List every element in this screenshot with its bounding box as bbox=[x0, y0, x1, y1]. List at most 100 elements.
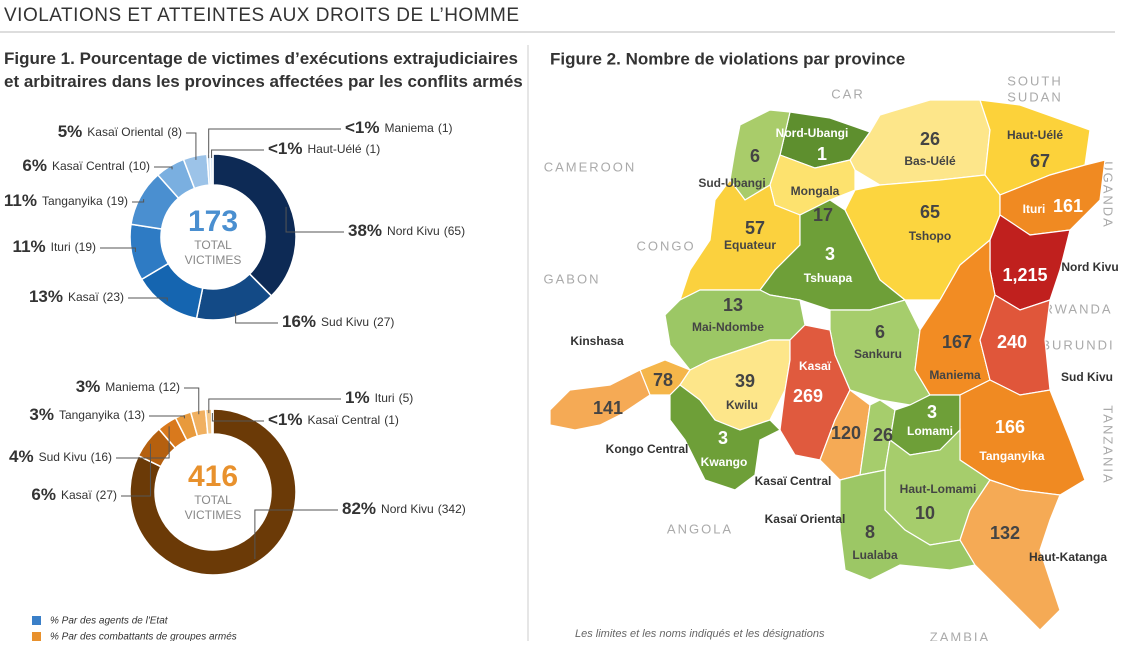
neighbor-label: CAR bbox=[831, 86, 864, 101]
figure-title: Figure 1. Pourcentage de victimes d’exéc… bbox=[4, 49, 523, 91]
province-value: 1 bbox=[817, 144, 827, 164]
segment-label: 5% Kasaï Oriental (8) bbox=[58, 122, 182, 141]
leader-line bbox=[208, 398, 341, 414]
label-part: Sud Kivu bbox=[39, 450, 87, 464]
province-value: 141 bbox=[593, 398, 623, 418]
segment-label: 3% Maniema (12) bbox=[76, 377, 180, 396]
leader-line bbox=[100, 247, 136, 252]
label-part: 11% bbox=[13, 237, 46, 256]
leader-line bbox=[121, 443, 151, 497]
province-name: Sud Kivu bbox=[1061, 370, 1113, 384]
donut-segment bbox=[212, 153, 297, 298]
segment-label: 16% Sud Kivu (27) bbox=[282, 312, 394, 331]
province-value: 65 bbox=[920, 202, 940, 222]
label-part: (27) bbox=[96, 488, 117, 502]
center-total: 173 bbox=[188, 205, 238, 238]
segment-label: <1% Kasaï Central (1) bbox=[268, 410, 399, 429]
label-part: Maniema bbox=[105, 380, 155, 394]
page-title: VIOLATIONS ET ATTEINTES AUX DROITS DE L’… bbox=[4, 5, 520, 26]
province-value: 240 bbox=[997, 332, 1027, 352]
label-part: Sud Kivu bbox=[321, 315, 369, 329]
donut: 82% Nord Kivu (342) 6% Kasaï (27) 4% Sud Kivu (1… bbox=[9, 377, 466, 576]
legend-swatch bbox=[32, 616, 41, 625]
neighbor-label: ANGOLA bbox=[667, 521, 733, 536]
province-name: Kasaï Oriental bbox=[765, 512, 846, 526]
segment-label: 3% Tanganyika (13) bbox=[29, 405, 145, 424]
label-part: (12) bbox=[159, 380, 180, 394]
label-part: (16) bbox=[91, 450, 112, 464]
province-name: Maniema bbox=[929, 368, 981, 382]
province-value: 10 bbox=[915, 503, 935, 523]
label-part: Kasaï Central bbox=[308, 413, 381, 427]
province-value: 26 bbox=[873, 425, 893, 445]
label-part: (19) bbox=[75, 240, 96, 254]
label-part: Kasaï Oriental bbox=[87, 125, 163, 139]
segment-label: <1% Maniema (1) bbox=[345, 118, 453, 137]
province-value: 17 bbox=[813, 205, 833, 225]
province-name: Equateur bbox=[724, 238, 776, 252]
segment-label: 6% Kasaï Central (10) bbox=[22, 156, 150, 175]
center-label: VICTIMES bbox=[185, 508, 242, 522]
province-name: Nord-Ubangi bbox=[776, 126, 849, 140]
province-value: 167 bbox=[942, 332, 972, 352]
leader-line bbox=[208, 128, 341, 159]
province-value: 6 bbox=[875, 322, 885, 342]
neighbor-label: SUDAN bbox=[1007, 89, 1063, 104]
province-value: 120 bbox=[831, 423, 861, 443]
segment-label: 6% Kasaï (27) bbox=[31, 485, 117, 504]
province-value: 57 bbox=[745, 218, 765, 238]
neighbor-label: TANZANIA bbox=[1101, 405, 1116, 484]
province-value: 78 bbox=[653, 370, 673, 390]
legend-label: % Par des agents de l'Etat bbox=[50, 616, 169, 627]
label-part: (5) bbox=[399, 391, 414, 405]
legend-swatch bbox=[32, 632, 41, 641]
leader-line bbox=[132, 199, 145, 203]
province-name: Kwilu bbox=[726, 398, 758, 412]
province-name: Mongala bbox=[791, 184, 840, 198]
province-name: Tshopo bbox=[909, 229, 951, 243]
label-part: Kasaï bbox=[68, 290, 99, 304]
province-name: Ituri bbox=[1023, 202, 1046, 216]
province-name: Haut-Uélé bbox=[1007, 128, 1063, 142]
label-part: 6% bbox=[31, 485, 56, 504]
label-part: (1) bbox=[366, 142, 381, 156]
leader-line bbox=[184, 387, 200, 415]
label-part: Ituri bbox=[375, 391, 395, 405]
center-label: TOTAL bbox=[194, 493, 232, 507]
neighbor-label: RWANDA bbox=[1043, 301, 1112, 316]
segment-label: 11% Tanganyika (19) bbox=[4, 191, 128, 210]
province bbox=[669, 384, 782, 491]
province-name: Kwango bbox=[701, 455, 748, 469]
segment-label: 11% Ituri (19) bbox=[13, 237, 96, 256]
province-value: 269 bbox=[793, 386, 823, 406]
label-part: 3% bbox=[29, 405, 54, 424]
province-value: 6 bbox=[750, 146, 760, 166]
province-name: Haut-Lomami bbox=[900, 482, 977, 496]
province-value: 8 bbox=[865, 522, 875, 542]
donut: 38% Nord Kivu (65) 16% Sud Kivu (27) 13% Kasaï (… bbox=[4, 118, 465, 331]
legend-label: % Par des combattants de groupes armés bbox=[50, 632, 237, 641]
province-name: Sankuru bbox=[854, 347, 902, 361]
label-part: 82% bbox=[342, 499, 376, 518]
center-label: TOTAL bbox=[194, 238, 232, 252]
figure-title: Figure 2. Nombre de violations par provi… bbox=[550, 49, 905, 68]
label-part: (342) bbox=[438, 502, 466, 516]
label-part: 4% bbox=[9, 447, 34, 466]
label-part: (27) bbox=[373, 315, 394, 329]
province-value: 26 bbox=[920, 129, 940, 149]
figure-title: Figure 1. Pourcentage de victimes d’exéc… bbox=[4, 49, 523, 91]
leader-line bbox=[128, 297, 168, 302]
label-part: Kasaï bbox=[61, 488, 92, 502]
segment-label: 1% Ituri (5) bbox=[345, 388, 413, 407]
province-name: Sud-Ubangi bbox=[698, 176, 765, 190]
province-name: Nord Kivu bbox=[1061, 260, 1118, 274]
province-value: 67 bbox=[1030, 151, 1050, 171]
province-name: Lomami bbox=[907, 424, 953, 438]
province-name: Bas-Uélé bbox=[904, 154, 956, 168]
label-part: 16% bbox=[282, 312, 316, 331]
label-part: 13% bbox=[29, 287, 63, 306]
donut-segment bbox=[209, 153, 214, 186]
segment-label: 4% Sud Kivu (16) bbox=[9, 447, 112, 466]
